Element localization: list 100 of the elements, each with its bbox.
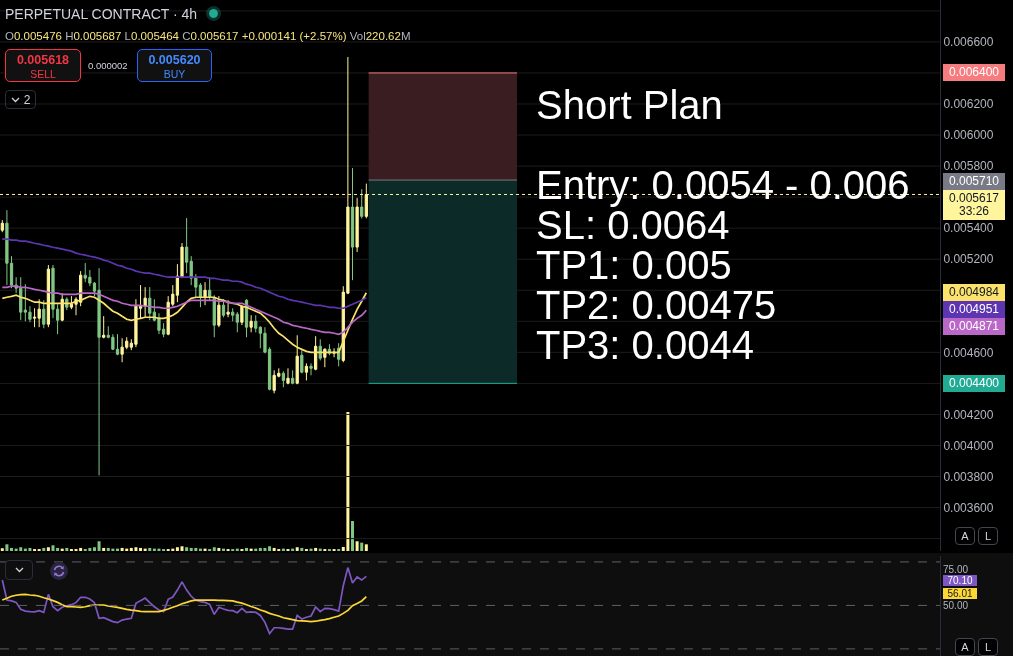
text: 56.01 [943,588,977,600]
bar [5,544,9,551]
text: 0.005710 [943,173,1005,191]
line-series [1,291,368,354]
annotation: SELL [29,68,57,80]
candlestick [300,349,304,374]
annotation: BUY [162,68,187,80]
y-tick-label: 0.006200 [943,97,994,112]
toggle-button: 2 [5,90,36,109]
bar [346,411,350,551]
y-tick-label: 0.006600 [943,35,994,50]
candlestick [97,267,101,476]
candlestick [350,167,355,281]
line-series [1,238,368,310]
text: 0.004984 [943,284,1005,302]
y-tick-label: 0.005800 [943,159,994,174]
bar [175,547,179,551]
bar [42,547,46,551]
buy-button: 0.005620 BUY [137,49,212,82]
bar [102,547,106,551]
ref-line-label: 0.005617 33:26 [943,190,1005,221]
bar [245,547,249,551]
candlestick [355,197,359,253]
bar [263,547,267,551]
text: 70.10 [943,575,977,587]
y-tick-label: 50.00 [943,599,969,611]
candlestick [309,362,313,376]
bar [268,546,272,551]
candlestick [143,286,147,318]
bar [180,546,184,551]
y-tick-label: 0.003600 [943,500,994,515]
text: PERPETUAL CONTRACT · 4h [5,6,198,22]
bar [51,545,55,551]
text: 0.006400 [943,64,1005,82]
candlestick [314,335,318,371]
y-tick-label: 0.006000 [943,128,994,143]
scale-button: L [978,638,998,656]
bar [217,547,221,551]
bar [295,547,299,551]
y-tick-label: 0.004000 [943,438,994,453]
bar [97,541,101,551]
annotation: 0.000002 [88,60,128,72]
text: O0.005476 H0.005687 L0.005464 C0.005617 +0.000141 (+2.57%) Vol220.62M [5,30,411,42]
candlestick [226,299,230,318]
candlestick [115,333,120,356]
bar [355,541,359,551]
bar [120,547,124,551]
bar [189,547,193,551]
candlestick [281,370,286,388]
candlestick [60,292,64,322]
bar [300,547,304,551]
candlestick [120,337,124,363]
bar [185,547,189,551]
candlestick [212,294,216,338]
y-tick-label: 0.005400 [943,221,994,236]
candlestick [102,315,106,338]
bar [139,547,143,551]
candlestick [235,311,239,333]
candlestick [37,298,41,328]
y-tick-label: 0.005200 [943,252,994,267]
bar [79,547,83,551]
candlestick [295,334,299,385]
annotation: 0.005620 [147,53,202,68]
annotation: 0.005618 [15,53,71,68]
bar [314,547,318,551]
bar [88,547,92,551]
y-tick-label: 75.00 [943,563,969,575]
annotation: Entry: 0.0054 - 0.006 [536,163,910,207]
candlestick [42,299,46,329]
bar [129,547,133,551]
bar [65,547,69,551]
bar [212,547,216,551]
candlestick [290,369,295,385]
annotation: Short Plan [536,83,724,127]
bar [351,520,354,551]
text: 0.004400 [943,374,1005,392]
bar [148,547,152,551]
line-series [1,285,368,336]
candlestick [203,281,207,306]
bar [258,547,262,551]
bar [10,547,14,551]
bar [0,548,4,551]
candlestick [304,362,309,381]
sell-button: 0.005618 SELL [5,49,81,82]
candlestick [286,367,290,385]
candlestick [5,209,9,286]
candlestick [360,188,364,220]
y-tick-label: 0.004600 [943,345,994,360]
annotation: 2 [23,92,31,107]
line-series [1,593,368,623]
bar [46,547,50,551]
candlestick [240,304,244,326]
candlestick [217,295,221,328]
text: 0.004951 [943,301,1005,319]
bar [364,544,368,551]
bar [56,547,60,551]
scale-button: A [955,638,975,656]
bar [134,547,138,551]
line-series [1,566,368,635]
text: 0.004871 [943,318,1005,336]
